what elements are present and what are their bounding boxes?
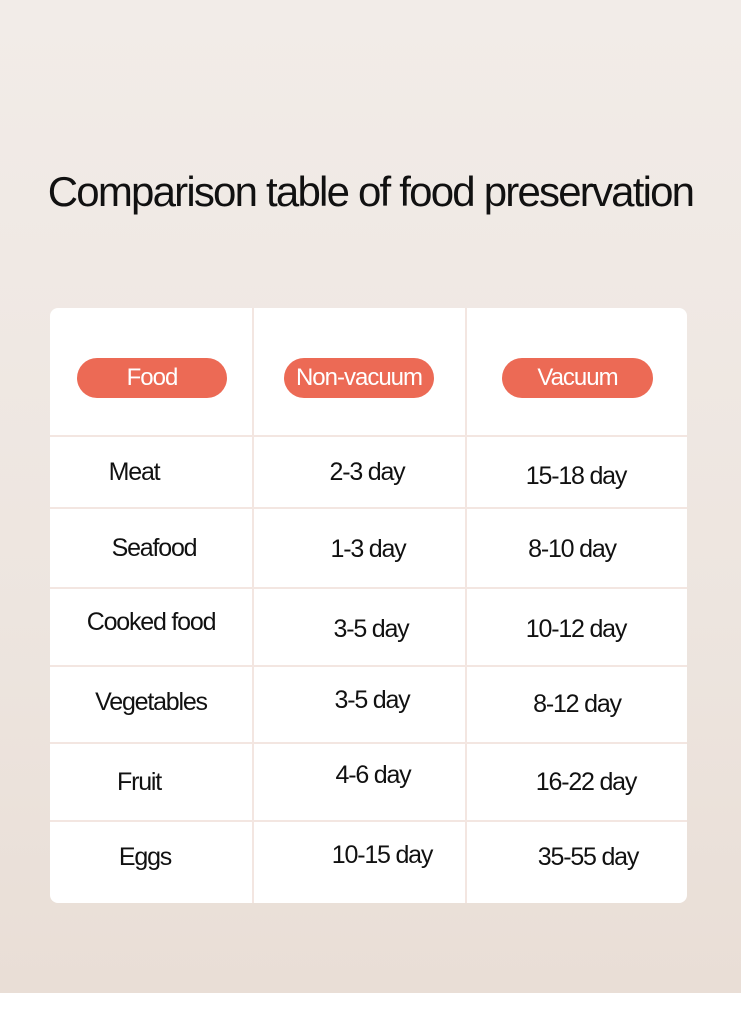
row-divider — [50, 820, 687, 822]
table-cell-non-vacuum: 2-3 day — [329, 458, 406, 486]
table-cell-food: Fruit — [116, 768, 162, 796]
column-divider — [465, 308, 467, 903]
comparison-table: Food Non-vacuum Vacuum Meat 2-3 day 15-1… — [50, 308, 687, 903]
table-cell-vacuum: 8-12 day — [533, 690, 622, 718]
table-cell-vacuum: 16-22 day — [535, 768, 638, 796]
row-divider — [50, 587, 687, 589]
table-cell-food: Vegetables — [95, 688, 208, 716]
table-cell-non-vacuum: 1-3 day — [330, 535, 407, 563]
header-food: Food — [77, 358, 227, 398]
table-cell-non-vacuum: 3-5 day — [333, 615, 410, 643]
table-cell-food: Seafood — [111, 534, 198, 562]
table-cell-non-vacuum: 10-15 day — [331, 841, 434, 869]
table-cell-food: Cooked food — [86, 608, 217, 636]
row-divider — [50, 435, 687, 437]
table-cell-non-vacuum: 4-6 day — [335, 761, 412, 789]
header-vacuum: Vacuum — [502, 358, 653, 398]
table-cell-vacuum: 8-10 day — [528, 535, 617, 563]
table-cell-food: Meat — [108, 458, 161, 486]
table-cell-food: Eggs — [118, 843, 172, 871]
table-cell-non-vacuum: 3-5 day — [334, 686, 411, 714]
header-non-vacuum: Non-vacuum — [284, 358, 434, 398]
row-divider — [50, 665, 687, 667]
column-divider — [252, 308, 254, 903]
table-cell-vacuum: 15-18 day — [525, 462, 628, 490]
table-cell-vacuum: 10-12 day — [525, 615, 628, 643]
row-divider — [50, 742, 687, 744]
page-title: Comparison table of food preservation — [47, 168, 695, 215]
table-cell-vacuum: 35-55 day — [537, 843, 640, 871]
bottom-band — [0, 993, 741, 1024]
row-divider — [50, 507, 687, 509]
